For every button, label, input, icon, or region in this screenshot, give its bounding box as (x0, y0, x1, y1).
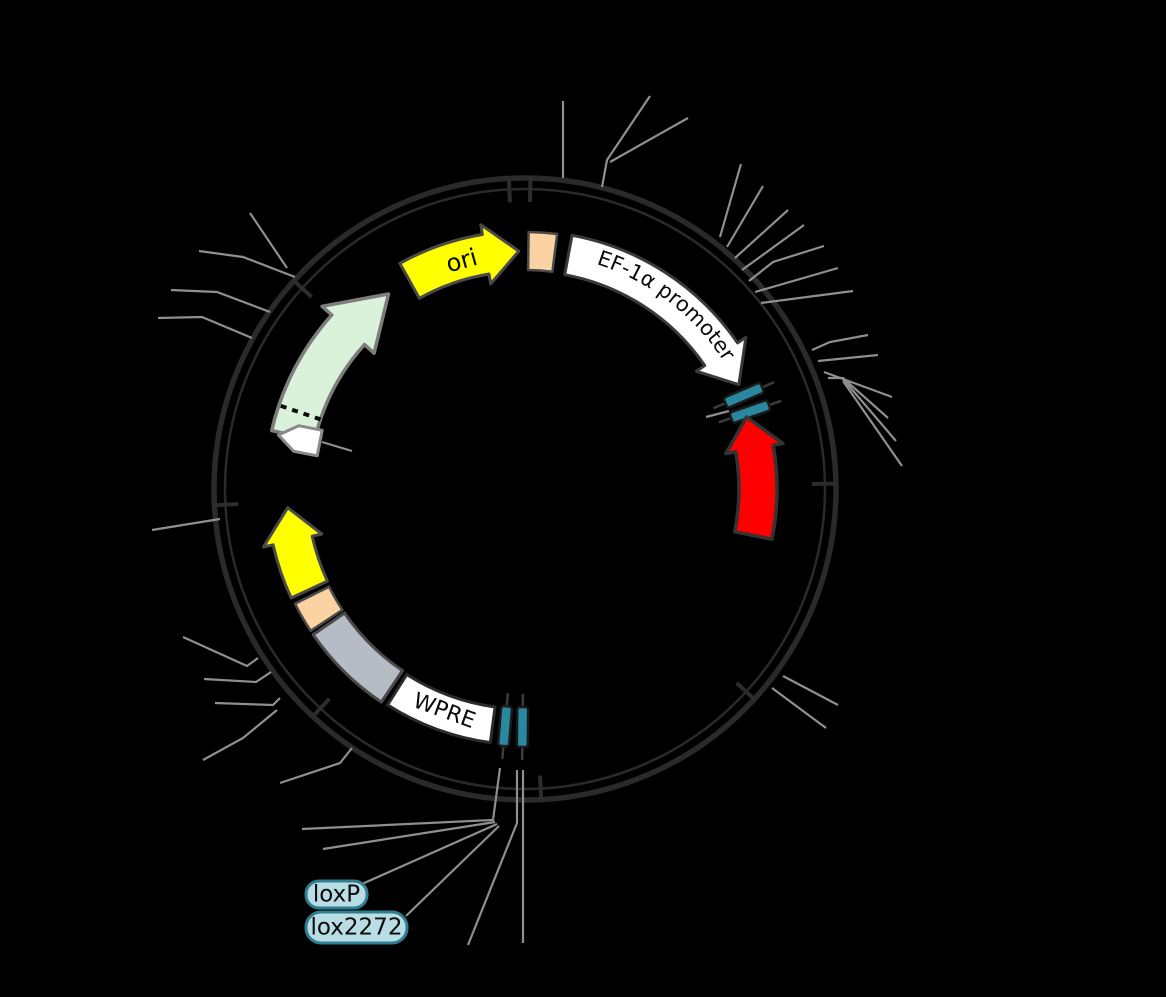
callout-line (151, 517, 221, 532)
callout-line (734, 209, 789, 259)
feature-dashed-separator (278, 403, 322, 422)
plasmid-backbone-ring (211, 175, 839, 803)
callout-line (198, 249, 296, 279)
feature-lox-site-bottom-1 (515, 693, 530, 760)
callout-line (748, 244, 825, 282)
tick-mark (538, 775, 544, 802)
callout-line (301, 767, 502, 831)
callout-lines (151, 95, 903, 946)
callout-line (170, 288, 271, 314)
tick-mark (310, 697, 331, 720)
feature-red-cds-arrow (724, 415, 785, 541)
feature-ef1a-promoter-arrow (563, 233, 748, 387)
lox2272-pill-text: lox2272 (311, 915, 403, 941)
callout-line (202, 709, 278, 761)
loxp-pill (304, 879, 369, 910)
callout-line (718, 163, 743, 238)
pill-labels: loxP lox2272 (304, 879, 409, 945)
tick-mark (735, 681, 758, 702)
callout-line (182, 635, 259, 668)
lox-bar (722, 381, 765, 409)
loxp-pill-text: loxP (313, 882, 360, 908)
callout-line (811, 333, 869, 352)
feature-cds-green-arrow (269, 292, 391, 443)
lox-bar (515, 705, 530, 749)
callout-line (741, 224, 805, 271)
backbone-inner-circle (223, 187, 827, 791)
callout-line (842, 378, 897, 442)
callout-line (726, 185, 764, 248)
callout-line (760, 289, 854, 305)
callout-line (782, 675, 839, 706)
callout-line (203, 671, 272, 684)
feature-spacer-bottom (293, 585, 344, 633)
callout-line (754, 266, 839, 294)
callout-line (405, 825, 500, 917)
callout-line (600, 95, 651, 188)
callout-line (817, 353, 879, 363)
callout-line (842, 380, 903, 467)
callout-line (466, 770, 519, 946)
feature-ori-arrow (398, 223, 521, 300)
callout-line (361, 822, 498, 886)
feature-lox-site-right-2 (718, 399, 782, 424)
tick-marks (212, 176, 838, 802)
feature-gray-segment (311, 611, 404, 704)
feature-wpre-segment (386, 673, 497, 745)
callout-line (249, 212, 288, 269)
lox-bar (496, 704, 514, 748)
tick-mark (506, 176, 512, 203)
callout-line (828, 376, 889, 419)
callout-line (157, 315, 253, 340)
tick-mark (212, 502, 239, 508)
lox2272-pill (304, 910, 409, 945)
callout-line (823, 370, 893, 399)
feature-lox-site-right-1 (712, 381, 775, 410)
feature-small-white-promoter (276, 424, 324, 458)
callout-line (705, 409, 730, 419)
feature-lox-site-bottom-2 (496, 693, 514, 760)
callout-line (321, 440, 353, 453)
backbone-outer-circle (211, 175, 839, 803)
callout-line (214, 697, 281, 707)
tick-mark (291, 278, 314, 299)
callout-line (279, 747, 353, 785)
feature-spacer-top (526, 230, 559, 273)
callout-line (322, 820, 496, 851)
callout-line (771, 687, 827, 729)
lox-bar (728, 399, 772, 424)
callout-line (609, 117, 689, 163)
feature-yellow-arrow-left (261, 506, 329, 600)
